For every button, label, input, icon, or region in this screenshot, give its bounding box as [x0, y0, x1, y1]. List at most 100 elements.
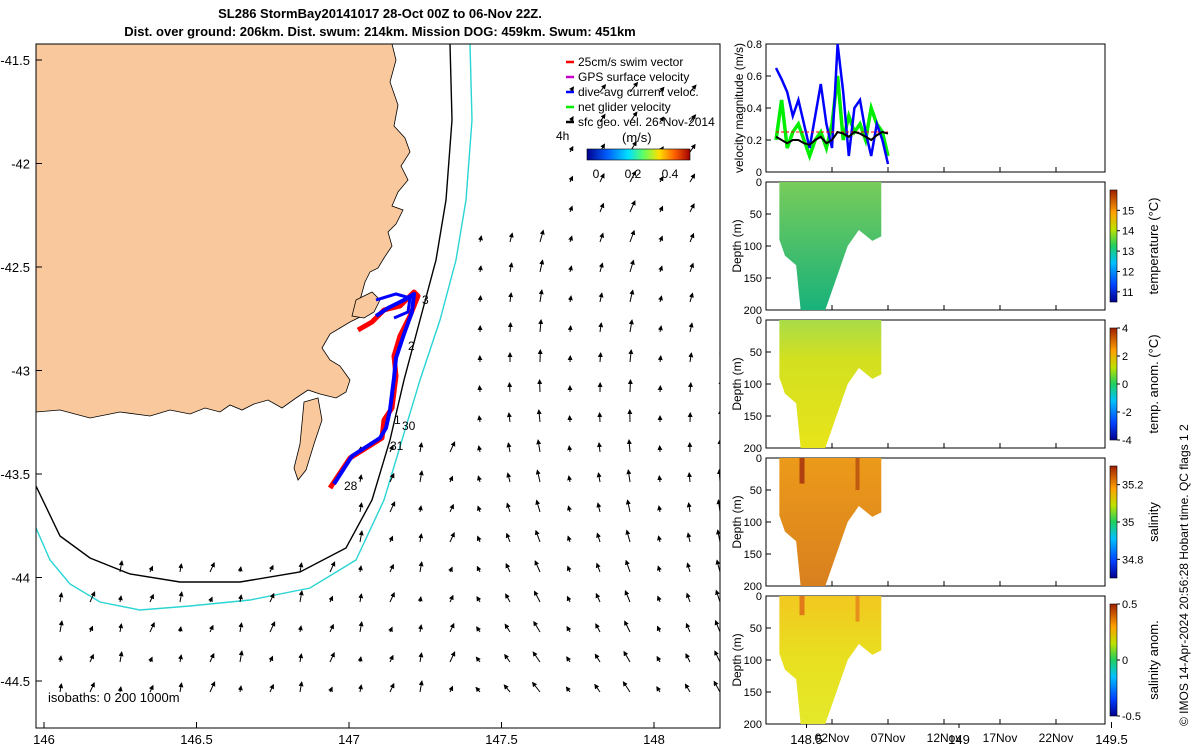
velocity-vector — [656, 625, 662, 633]
velocity-vector — [567, 295, 573, 303]
section-ylabel: Depth (m) — [730, 495, 744, 548]
map-x-tick-label: 146 — [33, 732, 55, 747]
section-y-tick-label: 200 — [744, 581, 762, 593]
velocity-vector — [567, 325, 573, 333]
velocity-vector — [657, 355, 663, 363]
section-feature — [799, 596, 805, 616]
velocity-vector — [389, 444, 394, 453]
section-colorbar-label: temp. anom. (°C) — [1146, 334, 1161, 433]
legend-item: 25cm/s swim vector — [578, 55, 683, 69]
velocity-vector — [625, 559, 631, 573]
section-y-tick-label: 150 — [744, 411, 762, 423]
velocity-vector — [536, 409, 542, 423]
velocity-vector — [715, 589, 720, 603]
velocity-vector — [477, 265, 483, 273]
velocity-vector — [533, 620, 541, 633]
velocity-vector — [567, 475, 573, 483]
legend-item: net glider velocity — [578, 100, 671, 114]
velocity-vector — [594, 653, 601, 663]
section-colorbar-tick-label: 34.8 — [1122, 554, 1143, 566]
velocity-vector — [684, 683, 691, 693]
velocity-vector — [629, 259, 635, 273]
velocity-vector — [535, 469, 541, 483]
velocity-vector — [89, 653, 94, 663]
velocity-vector — [595, 623, 601, 633]
section-colorbar — [1109, 327, 1118, 441]
velocity-vector — [358, 530, 364, 543]
map-x-tick-label: 148.5 — [790, 732, 823, 747]
velocity-vector — [688, 352, 694, 363]
velocity-vector — [689, 262, 695, 273]
velocity-vector — [567, 505, 572, 513]
velocity-vector — [476, 565, 482, 573]
section-y-tick-label: 0 — [756, 453, 762, 465]
section-y-tick-label: 50 — [750, 209, 762, 221]
velocity-vector — [629, 170, 637, 183]
velocity-vector — [625, 499, 631, 513]
velocity-vector — [627, 379, 633, 393]
velocity-vector — [478, 235, 483, 243]
velocity-vector — [657, 535, 662, 543]
velocity-vector — [531, 681, 541, 693]
velocity-vector — [719, 181, 720, 182]
vel-series-line — [775, 130, 889, 146]
velocity-vector — [657, 505, 663, 513]
velocity-vector — [598, 322, 604, 333]
velocity-vector — [596, 442, 602, 453]
velocity-vector — [657, 565, 662, 573]
chart-title-line2: Dist. over ground: 206km. Dist. swum: 21… — [124, 24, 636, 39]
velocity-vector — [599, 84, 607, 93]
section-y-tick-label: 150 — [744, 273, 762, 285]
section-feature — [855, 458, 860, 490]
velocity-vector — [714, 619, 720, 633]
velocity-vector — [269, 592, 275, 603]
velocity-vector — [596, 502, 602, 513]
velocity-vector — [657, 325, 663, 333]
velocity-vector — [689, 114, 697, 123]
vel-y-tick-label: 0.6 — [747, 71, 762, 83]
velocity-vector — [568, 145, 574, 153]
velocity-vector — [719, 151, 720, 152]
velocity-vector — [58, 592, 64, 603]
velocity-vector — [685, 653, 691, 663]
velocity-vector — [89, 682, 95, 693]
map-x-tick-label: 149.5 — [1095, 732, 1128, 747]
imos-footer: © IMOS 14-Apr-2024 20:56:28 Hobart time.… — [1177, 424, 1191, 726]
velocity-vector — [532, 651, 541, 663]
velocity-vector — [117, 686, 123, 693]
section-colorbar-tick-label: 14 — [1122, 226, 1134, 238]
land-bruny — [293, 397, 323, 481]
velocity-vector — [477, 475, 482, 483]
section-data — [779, 320, 882, 448]
velocity-vector — [476, 535, 482, 543]
velocity-vector — [719, 270, 720, 272]
section-y-tick-label: 50 — [750, 623, 762, 635]
velocity-vector — [329, 652, 335, 663]
velocity-vector — [389, 563, 394, 573]
velocity-vector — [595, 562, 601, 573]
time-tick-label: 07Nov — [871, 731, 906, 745]
section-data — [779, 182, 882, 310]
velocity-vector — [178, 591, 184, 603]
velocity-vector — [566, 565, 572, 573]
section-colorbar — [1109, 603, 1118, 717]
velocity-vector — [598, 262, 604, 273]
velocity-vector — [598, 292, 604, 303]
time-tick-label: 12Nov — [927, 731, 962, 745]
velocity-vector — [504, 653, 511, 663]
track-blue — [332, 292, 416, 486]
velocity-vector — [477, 385, 483, 393]
velocity-vector — [209, 681, 216, 693]
velocity-vector — [58, 683, 64, 693]
velocity-vector — [715, 559, 720, 573]
map-frame — [35, 43, 721, 729]
velocity-vector — [566, 625, 572, 633]
velocity-vector — [88, 625, 94, 633]
velocity-vector — [539, 229, 545, 243]
velocity-vector — [599, 232, 604, 243]
velocity-vector — [269, 683, 274, 693]
velocity-vector — [658, 265, 664, 273]
velocity-vector — [623, 650, 631, 663]
velocity-vector — [713, 680, 720, 693]
